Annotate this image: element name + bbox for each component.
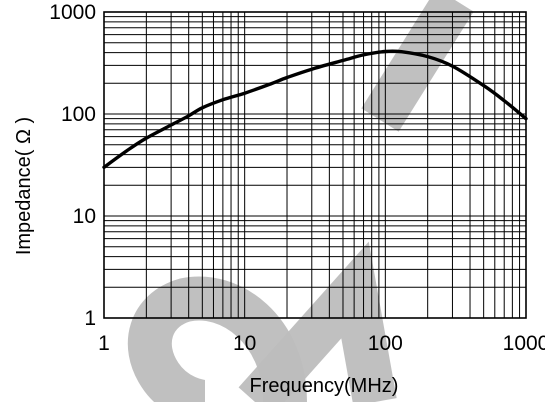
grid-lines [104,12,526,318]
series-layer [102,49,528,169]
y-tick-label: 1 [84,307,96,330]
x-tick-label: 1000 [503,332,545,355]
impedance-series-line [102,49,528,169]
x-tick-label: 1 [98,332,110,355]
y-axis-title: Impedance( Ω ) [13,117,35,255]
y-tick-label: 100 [61,103,96,126]
x-tick-label: 10 [233,332,256,355]
tick-labels: 1 10 100 1000 1 10 100 1000 [49,1,545,355]
y-tick-label: 10 [73,205,96,228]
watermark-shape [127,0,474,402]
x-axis-title: Frequency(MHz) [250,375,399,397]
y-tick-label: 1000 [49,1,96,24]
plot-frame [103,11,527,319]
x-tick-label: 100 [368,332,403,355]
